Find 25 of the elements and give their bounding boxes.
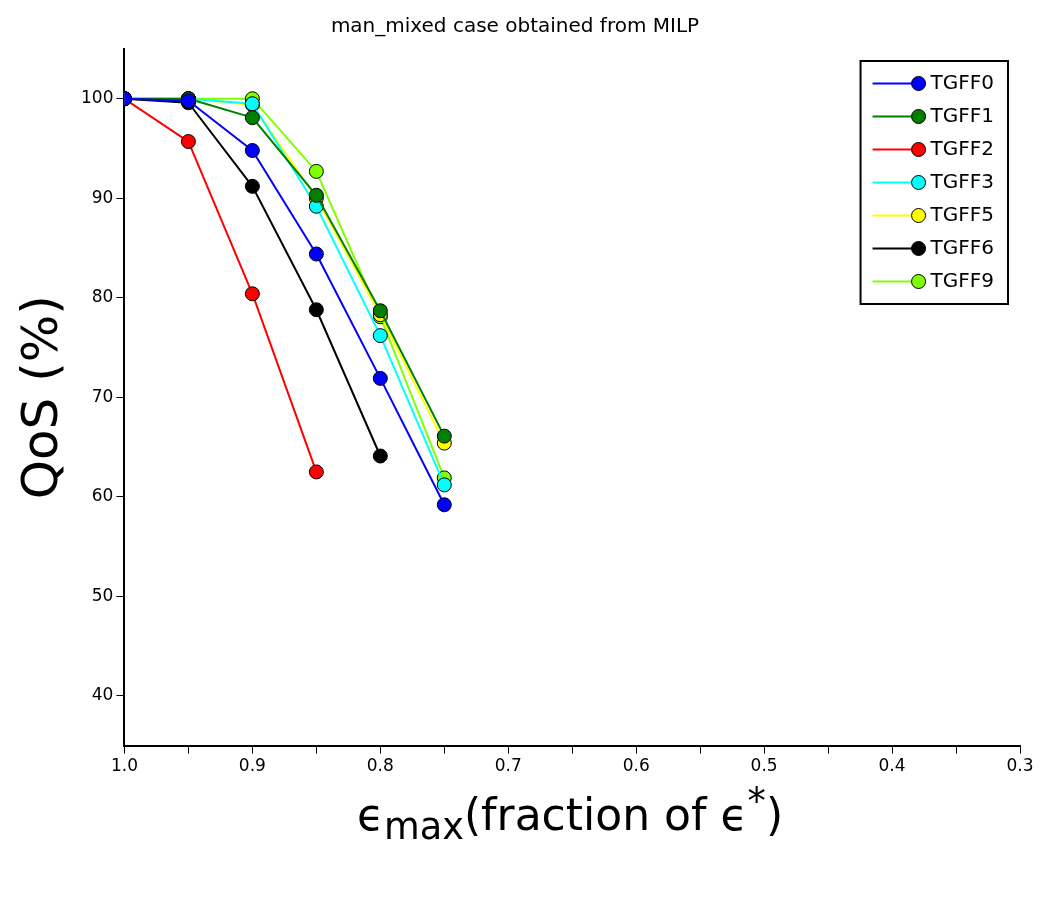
chart-title: man_mixed case obtained from MILP [330,13,700,38]
x-tick-label: 0.4 [878,755,906,776]
x-tick-label: 0.3 [1006,755,1034,776]
legend-label: TGFF9 [929,267,995,292]
y-tick-label: 60 [91,485,114,506]
y-tick-label: 80 [91,286,114,307]
legend-label: TGFF3 [929,168,995,193]
x-axis-title: ϵ$_{max}$(fraction of ϵ$^{*}$) [355,780,785,849]
y-tick-label: 100 [80,87,114,108]
legend-label: TGFF5 [929,201,995,226]
y-tick-label: 90 [91,186,114,207]
legend-label: TGFF2 [929,135,995,160]
x-tick-label: 0.6 [622,755,650,776]
x-tick-label: 0.5 [750,755,778,776]
x-tick-label: 1.0 [110,755,138,776]
x-tick-label: 0.7 [494,755,522,776]
legend-label: TGFF6 [929,234,995,259]
y-tick-label: 50 [91,584,114,605]
legend-label: TGFF0 [929,69,995,94]
x-tick-label: 0.8 [366,755,394,776]
y-tick-label: 70 [91,385,114,406]
legend-label: TGFF1 [929,102,995,127]
y-tick-label: 40 [91,684,114,705]
y-axis-title: QoS (%) [10,295,69,500]
x-tick-label: 0.9 [238,755,266,776]
